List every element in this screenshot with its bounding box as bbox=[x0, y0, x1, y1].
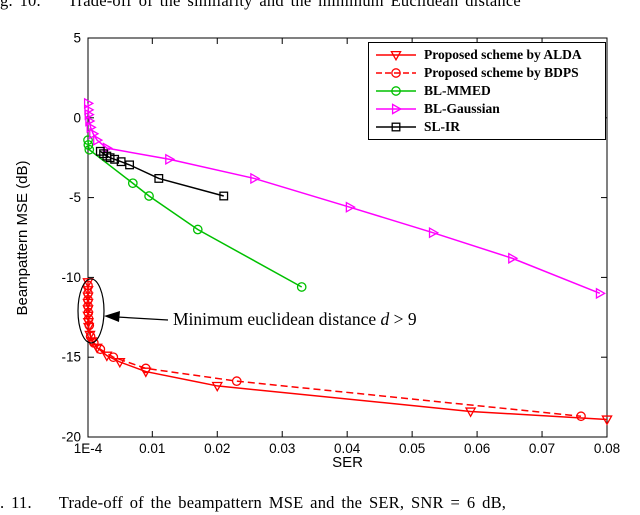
marker-circle bbox=[391, 68, 401, 78]
marker-triangle-down bbox=[114, 357, 126, 369]
legend-label: Proposed scheme by BDPS bbox=[424, 65, 579, 80]
marker-triangle-down bbox=[82, 278, 94, 289]
annotation-ellipse bbox=[77, 278, 105, 344]
x-tick-label: 0.03 bbox=[269, 441, 295, 456]
marker-triangle-right bbox=[165, 153, 176, 166]
legend-item: Proposed scheme by BDPS bbox=[369, 64, 605, 82]
legend-label: SL-IR bbox=[424, 119, 461, 134]
series-line bbox=[87, 282, 608, 421]
marker-triangle-right bbox=[250, 172, 261, 185]
chart-plot-area: 1E-4 0.01 0.02 0.03 0.04 0.05 0.06 0.07 0.08 5 0 -5… bbox=[61, 31, 620, 457]
marker-triangle-right bbox=[85, 115, 96, 127]
legend-sample-triangle-down-icon bbox=[376, 50, 416, 61]
marker-circle bbox=[84, 320, 95, 331]
marker-circle bbox=[83, 140, 94, 150]
marker-circle bbox=[83, 294, 93, 305]
marker-circle bbox=[140, 363, 151, 374]
x-axis-label: SER bbox=[332, 454, 363, 471]
x-tick-label: 0.07 bbox=[529, 441, 555, 456]
marker-circle bbox=[391, 86, 401, 96]
marker-square bbox=[154, 173, 164, 183]
legend-sample-square-icon bbox=[376, 122, 416, 132]
marker-triangle-down bbox=[464, 407, 477, 418]
marker-triangle-down bbox=[82, 286, 94, 297]
marker-triangle-right bbox=[391, 103, 403, 115]
y-tick-label: -5 bbox=[69, 190, 81, 205]
annotation-arrow-head bbox=[104, 311, 120, 322]
marker-square bbox=[110, 154, 120, 164]
marker-square bbox=[391, 122, 401, 132]
x-tick-label: 0.06 bbox=[464, 441, 490, 456]
marker-circle bbox=[296, 282, 307, 292]
x-tick-label: 0.01 bbox=[139, 441, 165, 456]
marker-triangle-down bbox=[390, 50, 402, 61]
legend-label: BL-MMED bbox=[424, 83, 491, 98]
x-tick-label: 0.02 bbox=[204, 441, 230, 456]
marker-triangle-down bbox=[601, 415, 613, 426]
marker-circle bbox=[83, 301, 93, 311]
y-tick-label: -15 bbox=[61, 350, 81, 365]
legend-item: BL-Gaussian bbox=[369, 100, 605, 118]
series-line bbox=[87, 285, 582, 417]
marker-circle bbox=[192, 224, 203, 235]
legend-sample-circle-icon bbox=[376, 68, 416, 78]
marker-circle bbox=[83, 135, 93, 145]
marker-triangle-right bbox=[83, 97, 95, 110]
marker-circle bbox=[108, 352, 119, 363]
marker-square bbox=[116, 157, 126, 167]
marker-circle bbox=[231, 376, 242, 386]
y-axis-label: Beampattern MSE (dB) bbox=[14, 160, 31, 316]
annotation-arrow-line bbox=[116, 316, 169, 321]
marker-triangle-right bbox=[428, 227, 440, 239]
y-tick-label: -10 bbox=[61, 270, 81, 285]
y-tick-label: -20 bbox=[61, 430, 81, 445]
marker-triangle-right bbox=[508, 252, 519, 264]
marker-circle bbox=[127, 178, 138, 189]
figure-10-caption: g. 10. Trade-off of the similarity and t… bbox=[0, 0, 521, 10]
x-tick-label: 0.08 bbox=[594, 441, 620, 456]
marker-triangle-right bbox=[84, 108, 95, 121]
marker-circle bbox=[83, 307, 94, 318]
x-tick-label: 0.04 bbox=[334, 441, 361, 456]
series-line bbox=[87, 103, 601, 295]
marker-circle bbox=[144, 191, 154, 201]
marker-circle bbox=[83, 288, 93, 299]
marker-triangle-down bbox=[211, 381, 223, 393]
marker-triangle-right bbox=[595, 287, 606, 300]
legend: Proposed scheme by ALDA Proposed scheme b… bbox=[368, 42, 606, 140]
legend-sample-triangle-right-icon bbox=[376, 103, 416, 115]
marker-square bbox=[105, 153, 115, 163]
series-line bbox=[87, 140, 303, 288]
legend-item: BL-MMED bbox=[369, 82, 605, 100]
marker-square bbox=[219, 191, 229, 201]
marker-triangle-down bbox=[84, 330, 96, 341]
legend-label: BL-Gaussian bbox=[424, 101, 500, 116]
x-tick-label: 1E-4 bbox=[74, 441, 103, 456]
annotation-text: Minimum euclidean distance d > 9 bbox=[173, 309, 417, 329]
x-tick-label: 0.05 bbox=[399, 441, 425, 456]
marker-circle bbox=[84, 144, 95, 155]
figure-11-caption: . 11. Trade-off of the beampattern MSE a… bbox=[0, 493, 507, 512]
y-tick-label: 5 bbox=[73, 31, 81, 46]
marker-triangle-right bbox=[345, 201, 356, 213]
marker-square bbox=[125, 160, 135, 170]
marker-triangle-down bbox=[91, 343, 103, 354]
legend-item: Proposed scheme by ALDA bbox=[369, 46, 605, 64]
marker-triangle-right bbox=[93, 134, 104, 146]
marker-circle bbox=[95, 344, 106, 355]
legend-sample-circle-icon bbox=[376, 86, 416, 96]
y-tick-label: 0 bbox=[73, 110, 81, 125]
marker-circle bbox=[83, 314, 94, 324]
legend-label: Proposed scheme by ALDA bbox=[424, 47, 582, 62]
marker-circle bbox=[576, 411, 586, 422]
legend-item: SL-IR bbox=[369, 118, 605, 136]
